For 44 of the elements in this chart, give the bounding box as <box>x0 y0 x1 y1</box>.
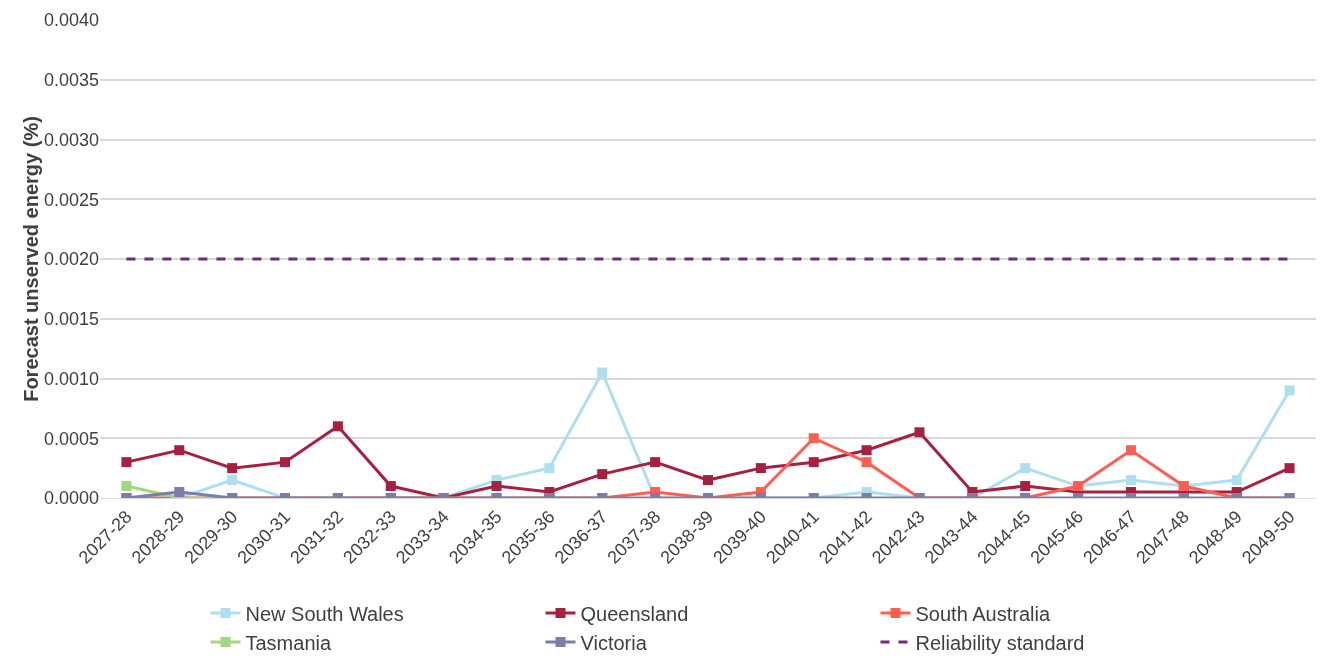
y-tick-label: 0.0020 <box>43 249 99 270</box>
point <box>174 487 185 498</box>
point <box>703 475 713 486</box>
point <box>1284 463 1295 474</box>
point <box>650 457 661 468</box>
legend-label: Tasmania <box>245 631 332 654</box>
point <box>121 457 132 468</box>
point <box>227 475 238 486</box>
legend-label: Victoria <box>580 631 648 654</box>
point <box>227 463 238 474</box>
point <box>491 481 502 492</box>
y-tick-label: 0.0025 <box>43 189 99 210</box>
point <box>808 433 819 444</box>
point <box>914 427 925 438</box>
point <box>1020 463 1031 474</box>
y-tick-label: 0.0010 <box>43 368 99 389</box>
point <box>597 469 608 480</box>
legend-label: New South Wales <box>245 602 404 625</box>
point <box>174 445 185 456</box>
point <box>1284 385 1295 396</box>
y-tick-label: 0.0015 <box>43 309 99 330</box>
point <box>1125 445 1136 456</box>
y-tick-label: 0.0040 <box>43 10 99 31</box>
y-tick-label: 0.0030 <box>43 129 99 150</box>
point <box>544 463 555 474</box>
point <box>755 463 766 474</box>
y-tick-label: 0.0000 <box>43 488 99 509</box>
point <box>1231 475 1242 486</box>
point <box>385 481 396 492</box>
legend-label: Queensland <box>580 602 689 625</box>
y-tick-label: 0.0035 <box>43 70 99 91</box>
legend-label: Reliability standard <box>915 631 1085 654</box>
point <box>1125 475 1136 486</box>
legend-label: South Australia <box>915 602 1051 625</box>
point <box>861 445 872 456</box>
point <box>1020 481 1031 492</box>
point <box>121 481 132 492</box>
point <box>861 457 872 468</box>
point <box>332 421 343 432</box>
point <box>808 457 819 468</box>
point <box>597 367 608 378</box>
point <box>280 457 291 468</box>
y-axis-title: Forecast unserved energy (%) <box>19 116 42 402</box>
y-tick-label: 0.0005 <box>43 428 99 449</box>
